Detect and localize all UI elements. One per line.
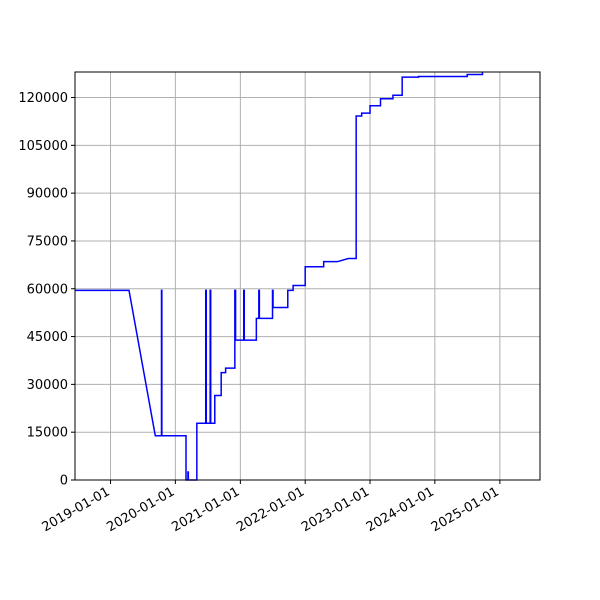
y-axis-ticks: 0 15000 30000 45000 60000 75000 90000 105000 120… [18, 91, 75, 489]
y-tick-label: 105000 [18, 139, 68, 154]
y-tick-label: 90000 [27, 187, 68, 202]
y-tick-label: 75000 [27, 234, 68, 249]
y-tick-label: 30000 [27, 378, 68, 393]
y-tick-label: 120000 [18, 91, 68, 106]
axes-frame [74, 71, 541, 481]
y-tick-label: 0 [60, 474, 68, 489]
y-tick-label: 60000 [27, 282, 68, 297]
grid-lines [75, 72, 540, 481]
y-tick-label: 45000 [27, 330, 68, 345]
y-tick-label: 15000 [27, 426, 68, 441]
